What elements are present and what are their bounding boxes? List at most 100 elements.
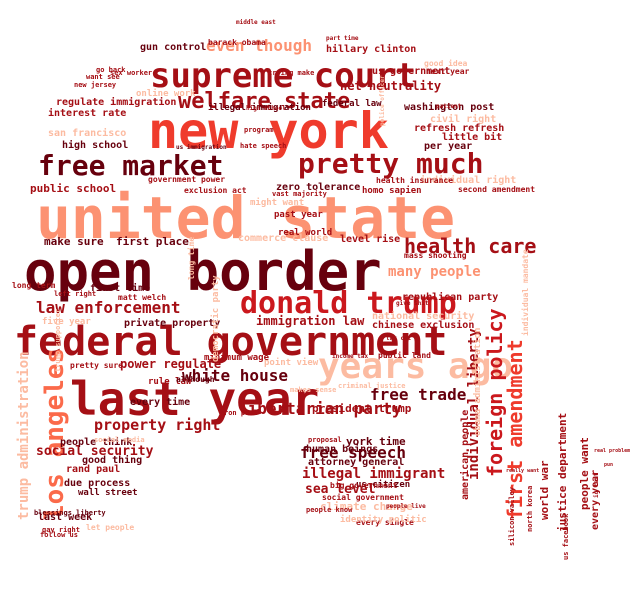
cloud-word: attorney general — [308, 457, 404, 468]
cloud-word: free trade — [370, 385, 466, 404]
cloud-word: next year — [426, 67, 470, 76]
cloud-word: last week — [38, 512, 92, 523]
cloud-word: identity politic — [340, 514, 427, 525]
cloud-word: due process — [64, 478, 130, 489]
cloud-word: illegal immigration — [208, 102, 311, 113]
cloud-word: per year — [424, 141, 472, 152]
cloud-word: climate change — [320, 500, 413, 513]
cloud-word: proposal — [308, 436, 342, 444]
cloud-word: welfare state — [178, 89, 350, 114]
cloud-word: individual mandate — [520, 249, 530, 336]
cloud-word: donald trump — [240, 286, 457, 321]
cloud-word: income tax — [332, 353, 369, 360]
cloud-word: free speech — [300, 443, 406, 462]
cloud-word: foreign policy — [483, 308, 507, 477]
cloud-word: go back — [96, 66, 126, 74]
cloud-word: national security — [372, 310, 474, 322]
cloud-word: gun control — [140, 42, 206, 53]
cloud-word: pretty sure — [70, 361, 123, 370]
cloud-word: pun — [604, 462, 613, 468]
cloud-word: free market — [38, 149, 223, 182]
cloud-word: chinese exclusion — [372, 319, 474, 331]
cloud-word: us government — [372, 66, 450, 77]
cloud-word: good idea — [424, 58, 468, 68]
cloud-word: trump administration — [16, 351, 32, 520]
cloud-word: every year — [590, 470, 601, 530]
cloud-word: middle east — [236, 19, 276, 26]
cloud-word: rule law — [148, 377, 192, 387]
cloud-word: although — [176, 375, 215, 384]
cloud-word: every single — [356, 517, 414, 527]
cloud-word: first place — [116, 235, 189, 248]
cloud-word: government power — [148, 175, 225, 184]
cloud-word: patient — [436, 103, 462, 110]
cloud-word: supreme court — [150, 56, 416, 96]
cloud-word: world war — [538, 460, 551, 520]
cloud-word: high school — [62, 139, 128, 151]
cloud-word: republican party — [402, 291, 498, 303]
cloud-word: property right — [94, 416, 220, 434]
cloud-word: little bit — [442, 131, 502, 143]
cloud-silhouette — [14, 17, 617, 600]
cloud-word: democratic party — [210, 275, 221, 362]
cloud-word: want see — [86, 73, 120, 81]
cloud-word: pretty much — [298, 147, 483, 180]
cloud-word: might want — [250, 197, 304, 208]
cloud-word: north korea — [526, 486, 534, 532]
cloud-word: president trump — [312, 402, 412, 415]
cloud-word: us citizen — [356, 479, 410, 490]
cloud-word: health insurance — [376, 175, 453, 185]
cloud-word: high school — [246, 105, 286, 112]
cloud-word: new jersey — [74, 81, 117, 89]
cloud-word: hate speech — [240, 142, 286, 150]
cloud-word: follow us — [40, 531, 78, 539]
cloud-word: social media — [94, 436, 145, 444]
cloud-word: online work — [136, 88, 196, 99]
cloud-word: public land — [378, 350, 431, 360]
cloud-word: exclusion act — [184, 185, 247, 195]
cloud-word: good thing — [82, 454, 142, 466]
cloud-word: health care — [404, 234, 536, 258]
cloud-word: refresh refresh — [414, 123, 504, 134]
cloud-word: make sure — [44, 235, 104, 248]
cloud-word: silicon valley — [508, 486, 516, 546]
cloud-word: first amendment — [503, 339, 527, 520]
cloud-word: people know — [306, 506, 353, 514]
cloud-word: san francisco — [48, 127, 126, 139]
cloud-word: human beings — [306, 443, 378, 455]
cloud-word: us immigration — [176, 144, 227, 151]
cloud-word: new york — [148, 102, 389, 160]
cloud-word: last year — [70, 372, 319, 426]
cloud-word: people live — [386, 503, 426, 510]
cloud-word: point view — [264, 357, 319, 368]
cloud-word: washington post — [404, 101, 494, 113]
cloud-word: us facebook — [562, 513, 570, 560]
cloud-word: many people — [388, 264, 481, 280]
cloud-word: net neutrality — [340, 79, 441, 93]
cloud-word: mass shooting — [404, 250, 467, 260]
cloud-word: past year — [274, 210, 323, 220]
cloud-word: criminal justice — [338, 382, 405, 390]
cloud-word: part time — [326, 35, 359, 42]
cloud-word: long term — [12, 281, 56, 290]
cloud-word: rand paul — [66, 464, 120, 475]
cloud-word: united state — [36, 184, 455, 252]
cloud-word: individual liberty — [466, 328, 482, 480]
cloud-word: homo sapien — [362, 185, 422, 196]
cloud-word: people think — [60, 436, 132, 448]
cloud-word: civil right — [430, 113, 496, 125]
cloud-word: barack obama — [208, 38, 266, 47]
cloud-word: commerce clause — [238, 233, 328, 244]
cloud-word: law enforcement — [36, 298, 181, 317]
cloud-word: open border — [24, 240, 382, 303]
cloud-word: federal law — [322, 99, 382, 109]
cloud-word: private property — [124, 317, 220, 329]
cloud-word: five year — [42, 316, 91, 327]
cloud-word: white house — [182, 366, 288, 385]
cloud-word: wall street — [78, 488, 138, 498]
cloud-word: real world — [278, 228, 332, 238]
cloud-word: long time — [186, 236, 196, 280]
cloud-word: big government — [330, 480, 398, 490]
cloud-word: immigration law — [256, 314, 365, 328]
